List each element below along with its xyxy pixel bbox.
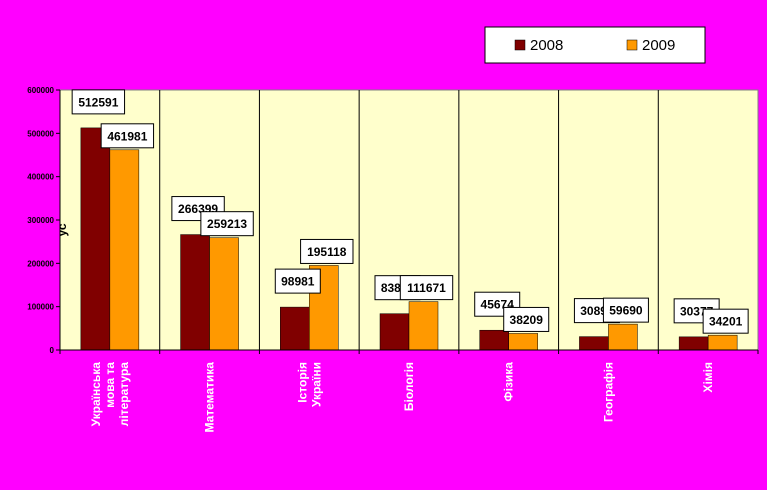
bar-2008: [280, 306, 310, 351]
data-label-2009-box: [503, 306, 550, 332]
category-label: Фізика: [502, 362, 516, 402]
data-label-2009: 38209: [510, 313, 544, 327]
y-tick-label: 0: [50, 346, 55, 355]
category-label: Історія: [295, 362, 309, 403]
bar-2008: [479, 329, 509, 351]
data-label-2008: 512591: [78, 95, 118, 109]
legend-label-2009: 2009: [642, 37, 675, 54]
bar-2009: [109, 149, 140, 351]
data-label-2009: 259213: [207, 217, 247, 231]
data-label-2009-box: [602, 297, 649, 323]
data-label-2009: 59690: [609, 304, 643, 318]
data-label-2009-box: [200, 211, 254, 237]
y-tick-label: 100000: [27, 303, 54, 312]
y-tick-label: 400000: [27, 173, 54, 182]
data-label-2008: 98981: [281, 275, 315, 289]
data-label-2009-box: [300, 238, 354, 264]
y-tick-label: 600000: [27, 86, 54, 95]
data-label-2009: 34201: [709, 315, 743, 329]
data-label-2009-box: [100, 123, 155, 149]
category-label: Математика: [203, 362, 217, 433]
data-label-2008-box: [71, 89, 126, 115]
bar-2009: [508, 333, 538, 351]
data-label-2009: 111671: [407, 281, 446, 295]
bar-2008: [579, 336, 609, 351]
y-tick-label: 500000: [27, 129, 54, 138]
bar-2009: [707, 334, 738, 351]
category-label: Географія: [601, 362, 615, 422]
category-label: Хімія: [701, 362, 715, 393]
bar-2008: [180, 234, 210, 351]
bar-2009: [608, 323, 638, 351]
data-label-2009-box: [702, 308, 749, 334]
bar-2009: [408, 301, 439, 351]
y-tick-label: 300000: [27, 216, 54, 225]
category-label: Біологія: [402, 362, 416, 411]
bar-2008: [678, 336, 709, 351]
legend-label-2008: 2008: [530, 37, 563, 54]
category-label: України: [309, 362, 323, 407]
data-label-2008-box: [274, 268, 321, 294]
bar-2009: [209, 237, 239, 351]
data-label-2009: 461981: [107, 129, 147, 143]
y-axis-title-fragment: ус: [55, 223, 69, 236]
category-label: Українська: [89, 362, 103, 427]
category-label: мова та: [103, 362, 117, 408]
bar-2008: [379, 313, 410, 351]
y-tick-label: 200000: [27, 259, 54, 268]
legend-swatch-2008: [514, 39, 526, 51]
data-label-2009: 195118: [307, 245, 347, 259]
bar-2008: [80, 127, 111, 351]
legend-swatch-2009: [626, 39, 638, 51]
category-label: література: [117, 362, 131, 427]
data-label-2009-box: [399, 275, 454, 301]
